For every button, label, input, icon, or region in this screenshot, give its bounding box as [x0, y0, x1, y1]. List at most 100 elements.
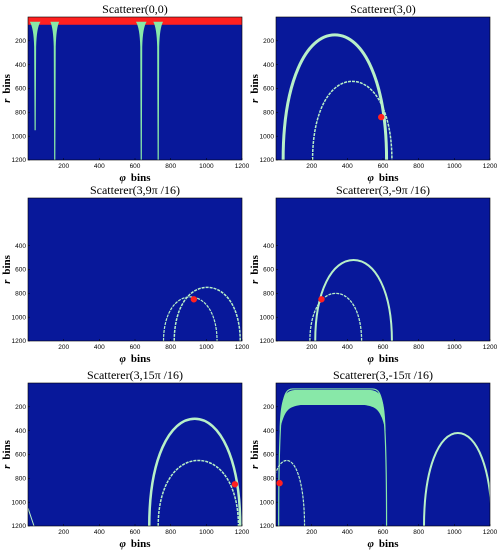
- y-axis-unit: bins: [1, 73, 13, 93]
- plot-area: [28, 17, 242, 160]
- y-axis-label: r bins: [1, 73, 13, 103]
- y-tick-label: 600: [15, 452, 26, 459]
- x-tick-label: 600: [378, 163, 389, 170]
- chart-panel: Scatterer(3,15π /16) 200 400 600 800 1000 1200…: [1, 368, 250, 550]
- x-axis-label: φ bins: [367, 538, 399, 550]
- y-tick-label: 1200: [260, 157, 275, 164]
- y-tick-label: 400: [263, 62, 274, 69]
- panel-title: Scatterer(3,0): [350, 2, 416, 16]
- x-axis-label: φ bins: [119, 353, 151, 365]
- y-tick-label: 200: [263, 404, 274, 411]
- y-tick-label: 1200: [12, 338, 27, 345]
- y-tick-label: 1200: [12, 157, 27, 164]
- y-tick-label: 400: [263, 243, 274, 250]
- x-tick-label: 800: [413, 344, 424, 351]
- y-tick-label: 800: [15, 476, 26, 483]
- y-tick-label: 800: [263, 476, 274, 483]
- plot-area: [28, 198, 242, 341]
- x-axis-label: φ bins: [367, 353, 399, 365]
- x-axis-unit: bins: [379, 353, 399, 365]
- x-axis-unit: bins: [379, 172, 399, 184]
- x-axis-label: φ bins: [367, 172, 399, 184]
- x-tick-label: 600: [130, 163, 141, 170]
- arch-curve: [281, 33, 389, 160]
- y-axis-symbol: r: [249, 279, 261, 284]
- x-tick-label: 1000: [199, 344, 214, 351]
- edge-curve: [28, 507, 35, 526]
- panel-title: Scatterer(3,15π /16): [87, 368, 183, 382]
- x-tick-label: 1000: [199, 163, 214, 170]
- intersection-marker: [231, 481, 239, 488]
- y-tick-label: 800: [263, 291, 274, 298]
- x-tick-label: 400: [94, 529, 105, 536]
- x-tick-label: 1000: [447, 529, 462, 536]
- spike-curve: [135, 21, 147, 160]
- y-tick-label: 400: [263, 428, 274, 435]
- chart-panel: Scatterer(0,0) 200 400 600 800 1000 1200 200 400…: [1, 2, 250, 184]
- y-tick-label: 1000: [260, 133, 275, 140]
- x-tick-label: 1200: [235, 529, 250, 536]
- intersection-marker: [378, 113, 385, 121]
- x-axis-symbol: φ: [119, 172, 126, 184]
- y-tick-label: 200: [263, 38, 274, 45]
- arch-curve: [423, 432, 490, 526]
- chart-panel: Scatterer(3,-9π /16) 200 400 600 800 1000 1200…: [249, 183, 498, 365]
- x-tick-label: 200: [58, 163, 69, 170]
- arch-curve: [278, 388, 388, 526]
- y-tick-label: 400: [15, 62, 26, 69]
- marker-band: [28, 17, 242, 25]
- x-axis-symbol: φ: [119, 538, 126, 550]
- y-axis-symbol: r: [249, 98, 261, 103]
- y-tick-label: 800: [15, 291, 26, 298]
- x-tick-label: 400: [94, 163, 105, 170]
- x-tick-label: 200: [306, 344, 317, 351]
- panel-title: Scatterer(3,9π /16): [90, 183, 180, 197]
- spike-curve: [153, 21, 164, 160]
- x-tick-label: 1000: [447, 344, 462, 351]
- y-axis-unit: bins: [249, 73, 261, 93]
- y-axis-symbol: r: [1, 279, 13, 284]
- y-axis-label: r bins: [249, 254, 261, 284]
- y-tick-label: 600: [263, 86, 274, 93]
- y-tick-label: 200: [15, 38, 26, 45]
- arch-curve: [148, 417, 242, 526]
- y-axis-symbol: r: [249, 464, 261, 469]
- y-tick-label: 1000: [260, 499, 275, 506]
- y-tick-label: 1200: [260, 523, 275, 530]
- intersection-marker: [276, 479, 283, 487]
- y-axis-unit: bins: [1, 439, 13, 459]
- x-tick-label: 1000: [199, 529, 214, 536]
- y-tick-label: 1000: [260, 314, 275, 321]
- x-axis-label: φ bins: [119, 538, 151, 550]
- x-tick-label: 400: [342, 529, 353, 536]
- x-tick-label: 200: [58, 344, 69, 351]
- y-axis-label: r bins: [1, 439, 13, 469]
- arch-curve: [173, 286, 241, 341]
- x-axis-unit: bins: [379, 538, 399, 550]
- x-axis-unit: bins: [131, 172, 151, 184]
- x-axis-symbol: φ: [367, 353, 374, 365]
- y-tick-label: 600: [263, 452, 274, 459]
- y-tick-label: 1000: [12, 133, 27, 140]
- y-axis-symbol: r: [1, 464, 13, 469]
- y-tick-label: 400: [15, 243, 26, 250]
- arch-curve: [311, 80, 393, 160]
- x-axis-symbol: φ: [367, 538, 374, 550]
- y-tick-label: 1000: [12, 314, 27, 321]
- x-tick-label: 600: [378, 344, 389, 351]
- y-tick-label: 600: [15, 86, 26, 93]
- y-tick-label: 1200: [260, 338, 275, 345]
- x-tick-label: 1200: [483, 344, 498, 351]
- y-tick-label: 1200: [12, 523, 27, 530]
- y-tick-label: 600: [15, 267, 26, 274]
- x-tick-label: 800: [165, 344, 176, 351]
- x-tick-label: 600: [130, 344, 141, 351]
- y-tick-label: 200: [15, 404, 26, 411]
- panel-title: Scatterer(3,-9π /16): [336, 183, 430, 197]
- x-tick-label: 1200: [235, 344, 250, 351]
- x-tick-label: 1200: [235, 163, 250, 170]
- y-tick-label: 600: [263, 267, 274, 274]
- y-axis-label: r bins: [249, 73, 261, 103]
- x-tick-label: 800: [413, 163, 424, 170]
